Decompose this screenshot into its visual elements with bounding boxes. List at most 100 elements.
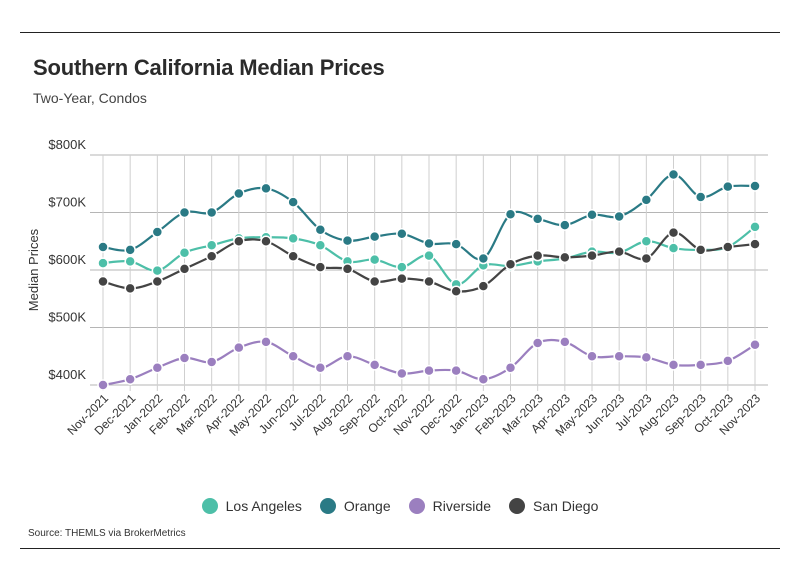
data-point-los-angeles [151, 264, 164, 277]
data-point-riverside [667, 359, 680, 371]
y-tick-label: $600K [48, 252, 86, 267]
data-point-los-angeles [287, 232, 299, 245]
line-chart: $400K$500K$600K$700K$800KNov-2021Dec-202… [26, 137, 768, 439]
data-point-orange [396, 228, 408, 240]
data-point-san-diego [341, 263, 354, 275]
data-point-san-diego [368, 275, 381, 288]
data-point-los-angeles [423, 249, 435, 262]
data-point-san-diego [722, 241, 734, 253]
data-point-los-angeles [205, 239, 218, 252]
data-point-los-angeles [640, 235, 653, 247]
chart-legend: Los Angeles Orange Riverside San Diego [0, 498, 800, 514]
data-point-orange [640, 194, 653, 206]
data-point-riverside [151, 362, 164, 374]
legend-item-los-angeles: Los Angeles [201, 498, 302, 514]
data-point-orange [531, 213, 544, 225]
data-point-orange [368, 230, 381, 243]
data-point-los-angeles [178, 247, 191, 259]
data-point-riverside [749, 339, 761, 351]
data-point-riverside [504, 362, 517, 374]
data-point-riverside [287, 350, 299, 362]
data-point-riverside [722, 355, 734, 367]
legend-marker [408, 498, 425, 514]
data-point-orange [613, 210, 625, 223]
data-point-orange [694, 191, 707, 203]
data-point-san-diego [694, 244, 707, 256]
data-point-riverside [368, 359, 381, 371]
data-point-san-diego [178, 263, 191, 275]
chart-subtitle: Two-Year, Condos [33, 90, 147, 106]
data-point-san-diego [749, 238, 761, 250]
bottom-rule [20, 548, 780, 549]
data-point-los-angeles [667, 242, 680, 254]
data-point-riverside [477, 373, 490, 385]
data-point-san-diego [287, 250, 299, 262]
data-point-riverside [396, 367, 408, 380]
data-point-san-diego [205, 250, 218, 262]
data-point-orange [97, 241, 109, 253]
data-point-orange [504, 208, 517, 220]
data-point-san-diego [97, 275, 109, 288]
data-point-los-angeles [368, 253, 381, 266]
data-point-orange [205, 206, 218, 219]
data-point-san-diego [450, 285, 462, 298]
data-point-san-diego [260, 235, 272, 247]
data-point-orange [287, 196, 299, 208]
data-point-orange [423, 237, 435, 250]
legend-item-san-diego: San Diego [508, 498, 599, 514]
data-point-riverside [314, 362, 327, 374]
data-point-riverside [178, 352, 191, 364]
data-point-san-diego [559, 251, 571, 264]
data-point-san-diego [531, 249, 544, 262]
data-point-los-angeles [314, 239, 327, 252]
y-tick-label: $800K [48, 137, 86, 152]
data-point-orange [749, 180, 761, 192]
data-point-orange [477, 252, 490, 265]
data-point-riverside [205, 356, 218, 368]
data-point-san-diego [396, 272, 408, 285]
data-point-riverside [97, 379, 109, 391]
legend-label: Riverside [432, 498, 491, 514]
data-point-los-angeles [396, 261, 408, 273]
legend-marker [319, 498, 336, 514]
top-rule [20, 32, 780, 33]
y-tick-label: $700K [48, 195, 86, 210]
data-point-orange [722, 180, 734, 193]
data-point-san-diego [504, 258, 517, 270]
legend-marker [201, 498, 218, 514]
data-point-orange [124, 244, 136, 256]
legend-label: Orange [343, 498, 391, 514]
legend-item-orange: Orange [319, 498, 391, 514]
data-point-riverside [423, 364, 435, 377]
legend-label: San Diego [532, 498, 599, 514]
data-point-orange [341, 234, 354, 247]
data-point-los-angeles [124, 255, 136, 268]
data-point-san-diego [477, 280, 490, 292]
data-point-orange [151, 226, 164, 238]
data-point-los-angeles [749, 221, 761, 233]
chart-title: Southern California Median Prices [33, 55, 385, 80]
data-point-san-diego [233, 235, 245, 247]
data-point-riverside [559, 336, 571, 348]
series-san-diego [97, 226, 761, 298]
data-point-riverside [694, 359, 707, 371]
data-point-orange [667, 168, 680, 181]
data-point-riverside [124, 373, 136, 385]
y-tick-label: $500K [48, 310, 86, 325]
legend-item-riverside: Riverside [408, 498, 491, 514]
y-tick-label: $400K [48, 367, 86, 382]
data-point-riverside [450, 364, 462, 377]
data-point-riverside [233, 341, 245, 354]
data-point-orange [559, 219, 571, 231]
data-point-riverside [260, 336, 272, 348]
data-point-san-diego [613, 245, 625, 258]
data-point-riverside [341, 350, 354, 362]
legend-marker [508, 498, 525, 514]
y-axis-label: Median Prices [26, 228, 41, 311]
data-point-san-diego [423, 275, 435, 288]
data-point-san-diego [586, 249, 598, 262]
data-point-los-angeles [97, 257, 109, 269]
source-note: Source: THEMLS via BrokerMetrics [28, 528, 186, 539]
data-point-orange [586, 209, 598, 221]
data-point-orange [260, 182, 272, 195]
